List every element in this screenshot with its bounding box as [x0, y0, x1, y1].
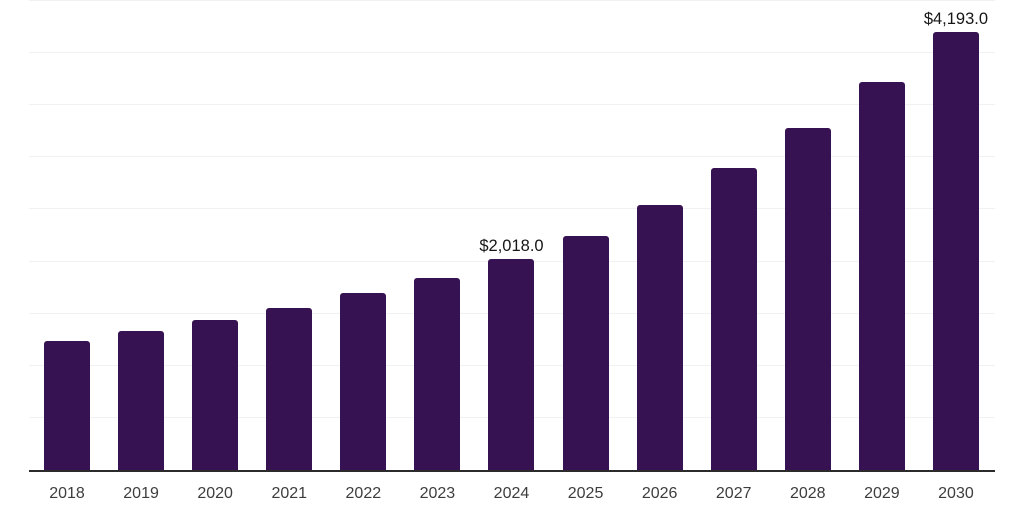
- bar-2018: [44, 340, 90, 470]
- bar-2019: [118, 330, 165, 470]
- x-tick-label-2024: 2024: [493, 485, 530, 502]
- x-tick-label-2021: 2021: [271, 485, 308, 502]
- bar-2025: [562, 236, 609, 470]
- bar-2027: [710, 167, 757, 470]
- bar-2022: [340, 292, 387, 470]
- plot-area: $2,018.0 $4,193.0: [29, 0, 995, 472]
- x-tick-label-2028: 2028: [789, 485, 826, 502]
- x-tick-label-2022: 2022: [345, 485, 382, 502]
- x-tick-label-2018: 2018: [49, 485, 85, 502]
- x-axis-tick-labels: 2018 2019 2020 2021 2022 2023 2024 2025 2026 2027…: [29, 472, 995, 502]
- x-tick-label-2030: 2030: [938, 485, 974, 502]
- bar-2024: $2,018.0: [479, 238, 544, 470]
- x-tick-label-2027: 2027: [715, 485, 752, 502]
- gridline: [29, 103, 995, 105]
- bar-2023: [414, 277, 461, 470]
- bar-2028: [784, 127, 831, 470]
- bar-2026: [636, 205, 683, 470]
- bar-2021: [266, 307, 313, 470]
- bar-value-label: $2,018.0: [479, 236, 544, 255]
- bar-value-label: $4,193.0: [923, 9, 989, 28]
- bar-2030: $4,193.0: [924, 11, 988, 470]
- x-tick-label-2025: 2025: [567, 485, 604, 502]
- x-tick-label-2026: 2026: [641, 485, 678, 502]
- x-tick-label-2029: 2029: [864, 485, 900, 502]
- x-tick-label-2020: 2020: [197, 485, 233, 502]
- gridline: [29, 0, 995, 1]
- x-tick-label-2019: 2019: [123, 485, 159, 502]
- gridline: [29, 156, 995, 158]
- gridline: [29, 208, 995, 210]
- bar-2029: [858, 82, 905, 470]
- bar-2020: [192, 319, 239, 470]
- x-tick-label-2023: 2023: [419, 485, 456, 502]
- bars-group: $2,018.0 $4,193.0: [29, 0, 995, 470]
- gridline: [29, 51, 995, 53]
